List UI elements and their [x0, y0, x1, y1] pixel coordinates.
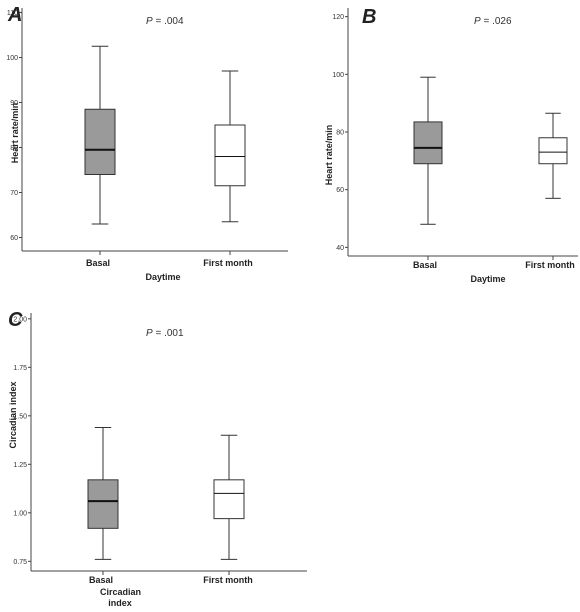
p-number: = .004 [155, 16, 184, 27]
y-tick-label: 1.25 [13, 462, 27, 469]
y-tick-label: 80 [10, 145, 18, 152]
plot-area: 0.75 1.00 1.25 1.50 1.75 2.00 [13, 313, 307, 575]
y-tick-label: 90 [10, 100, 18, 107]
box-basal [87, 479, 119, 529]
y-tick-label: 100 [332, 72, 344, 79]
panel-b: B P = .026 Heart rate/min 40 60 80 100 120 B… [300, 0, 580, 290]
p-number: = .001 [155, 328, 184, 339]
p-label: P [474, 16, 481, 27]
y-tick-label: 70 [10, 190, 18, 197]
box-first-month [213, 479, 245, 520]
panel-letter: B [362, 6, 377, 28]
p-label: P [146, 328, 153, 339]
y-tick-label: 0.75 [13, 559, 27, 566]
p-value: P = .004 [146, 16, 184, 27]
category-label-first-month: First month [525, 260, 575, 270]
box-first-month [538, 137, 568, 165]
y-axis-label: Heart rate/min [10, 102, 20, 164]
y-axis-label: Heart rate/min [324, 124, 334, 186]
y-tick-label: 1.75 [13, 365, 27, 372]
panel-a: A P = .004 Heart rate/min 60 70 80 90 100 110… [0, 0, 290, 282]
x-axis-label: Daytime [470, 274, 506, 284]
y-tick-label: 40 [336, 245, 344, 252]
y-tick-label: 120 [332, 14, 344, 21]
plot-area: 40 60 80 100 120 [332, 8, 578, 260]
plot-area: 60 70 80 90 100 110 [6, 8, 288, 255]
y-tick-label: 1.50 [13, 413, 27, 420]
p-number: = .026 [483, 16, 512, 27]
p-label: P [146, 16, 153, 27]
box-first-month [214, 124, 246, 187]
y-tick-label: 100 [6, 55, 18, 62]
x-axis-label: Daytime [145, 272, 181, 282]
y-axis-label: Circadian index [8, 381, 18, 449]
y-tick-label: 80 [336, 130, 344, 137]
category-label-basal: Basal [412, 260, 438, 270]
y-tick-label: 60 [10, 235, 18, 242]
box-basal [84, 108, 116, 175]
y-tick-label: 1.00 [13, 510, 27, 517]
p-value: P = .026 [474, 16, 512, 27]
category-label-basal: Basal [88, 575, 114, 585]
x-axis-label: Circadian index [100, 587, 142, 608]
p-value: P = .001 [146, 328, 184, 339]
panel-letter: C [8, 309, 23, 331]
category-label-basal: Basal [85, 258, 111, 268]
box-basal [413, 121, 443, 165]
category-label-first-month: First month [203, 258, 253, 268]
y-tick-label: 2.00 [13, 316, 27, 323]
category-label-first-month: First month [203, 575, 253, 585]
panel-letter: A [8, 4, 23, 26]
panel-c: C P = .001 Circadian index 0.75 1.00 1.25 1… [0, 305, 310, 612]
y-tick-label: 60 [336, 187, 344, 194]
y-tick-label: 110 [7, 10, 18, 17]
